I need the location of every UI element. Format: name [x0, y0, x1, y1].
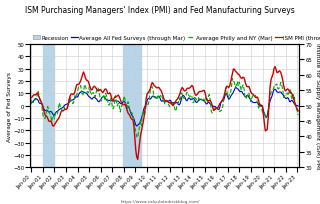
Bar	[123, 45, 141, 167]
Legend: Recession, Average All Fed Surveys (through Mar), Average Philly and NY (Mar), I: Recession, Average All Fed Surveys (thro…	[33, 36, 320, 41]
Y-axis label: Average of Fed Surveys: Average of Fed Surveys	[7, 71, 12, 141]
Text: ISM Purchasing Managers' Index (PMI) and Fed Manufacturing Surveys: ISM Purchasing Managers' Index (PMI) and…	[25, 6, 295, 15]
Bar	[43, 45, 53, 167]
Y-axis label: Institute for Supply Management (ISM) PMI: Institute for Supply Management (ISM) PM…	[315, 43, 320, 169]
Text: https://www.calculatedriskblog.com/: https://www.calculatedriskblog.com/	[120, 199, 200, 203]
